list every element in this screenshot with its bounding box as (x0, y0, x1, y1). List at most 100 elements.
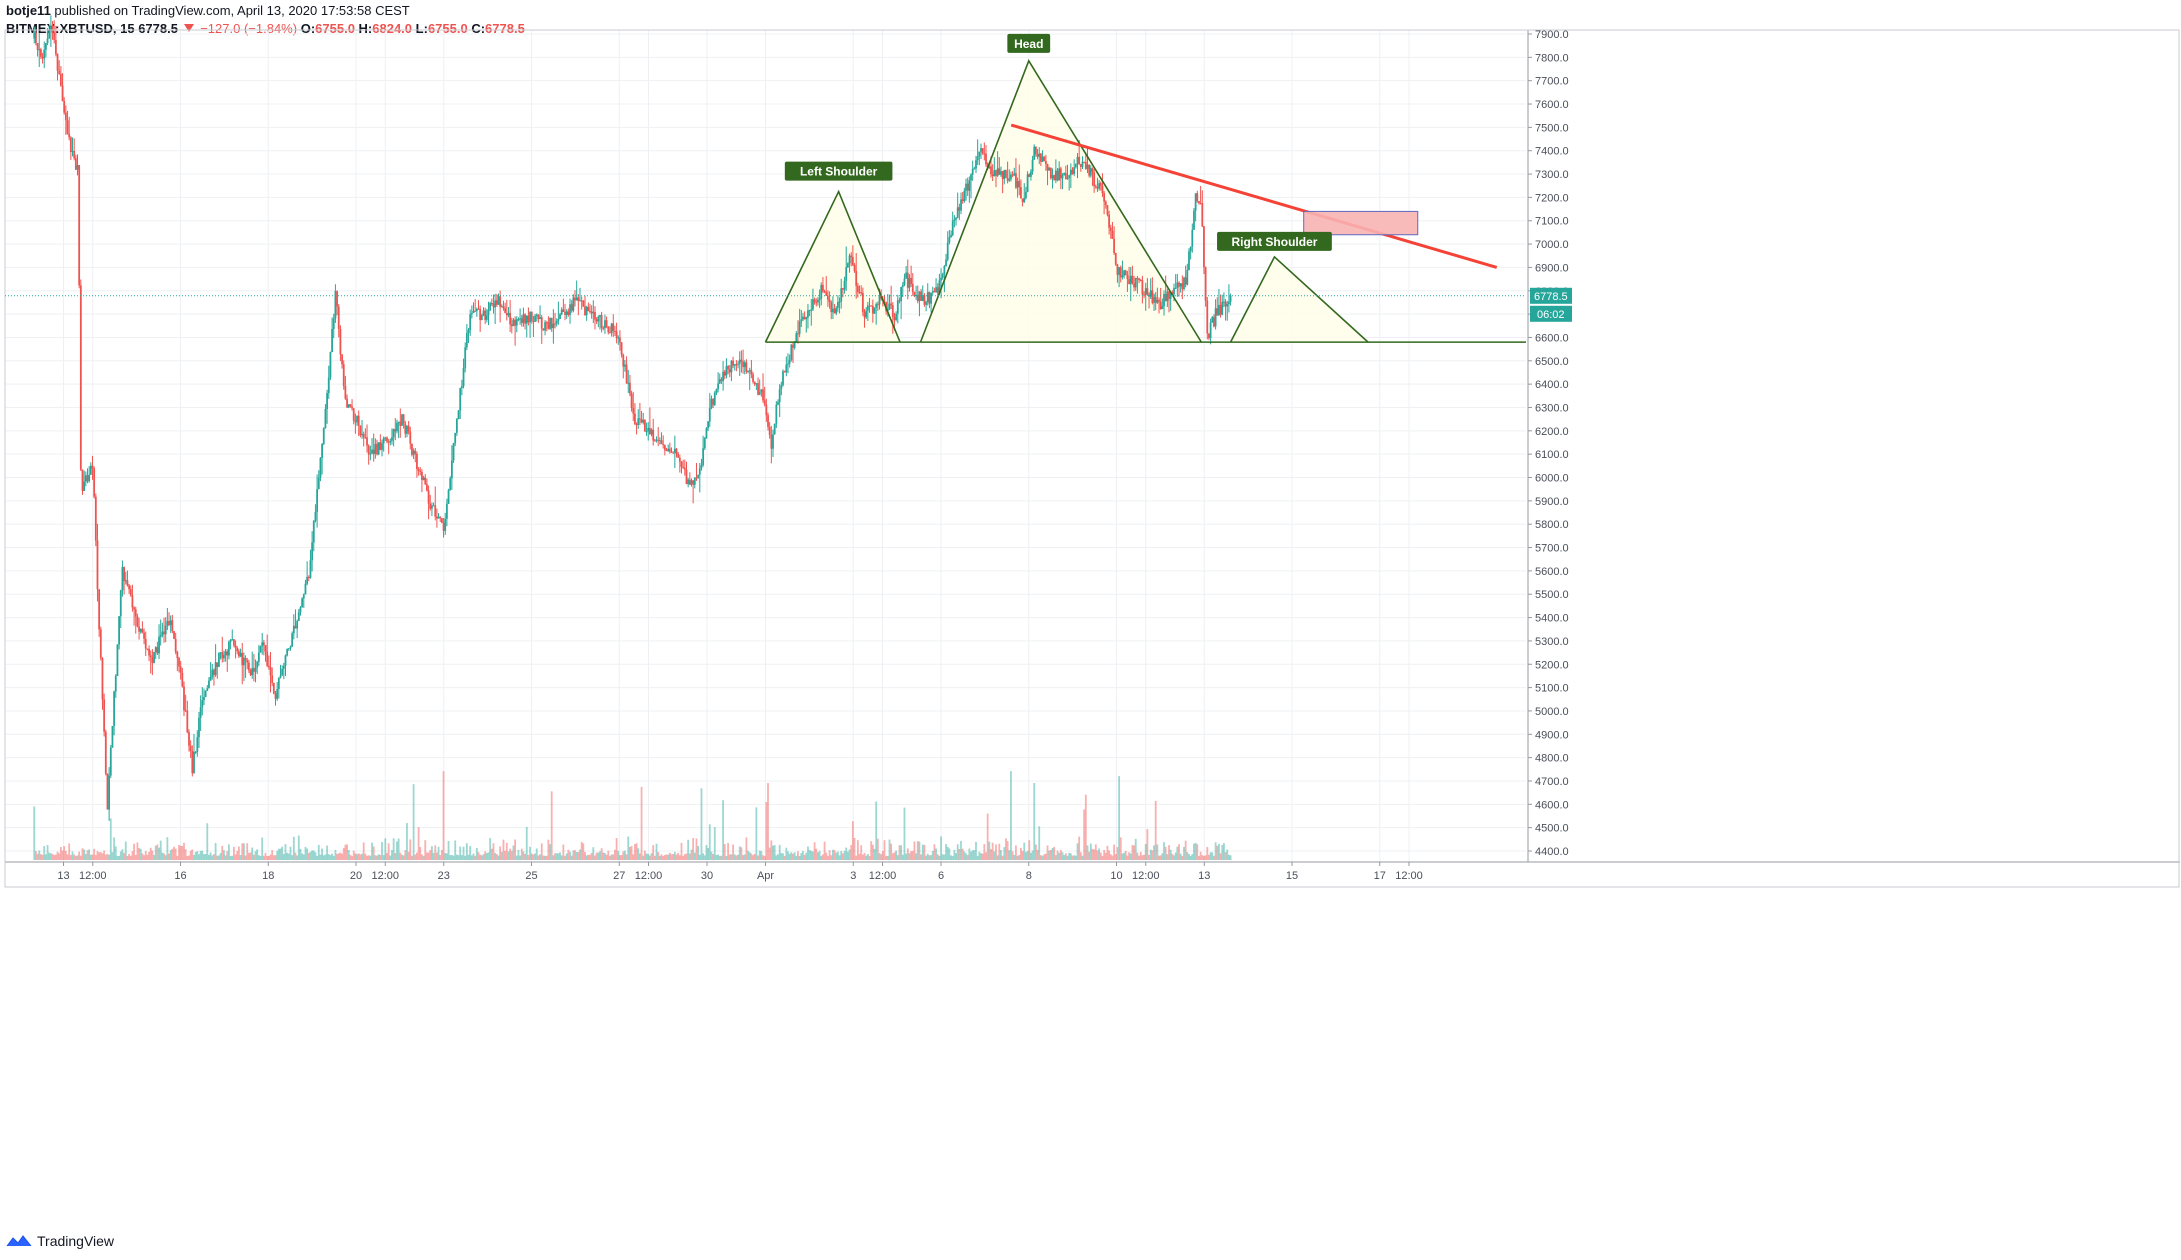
pattern-triangle-fill (765, 191, 901, 343)
candle-body (336, 291, 338, 307)
candle-body (392, 429, 395, 438)
author-name[interactable]: botje11 (6, 3, 51, 18)
candle-body (823, 291, 826, 293)
y-axis-tick-label: 4400.0 (1535, 846, 1569, 858)
candle-body (798, 321, 801, 334)
candle-body (708, 407, 711, 422)
candle-body (735, 364, 738, 366)
volume-bar (1123, 852, 1125, 860)
volume-bar (436, 852, 438, 860)
candle-body (104, 731, 107, 774)
volume-bar (910, 851, 913, 860)
candle-body (951, 220, 954, 236)
volume-bar (946, 846, 949, 860)
candle-body (1136, 278, 1139, 280)
candle-body (116, 644, 119, 676)
candle-body (1143, 294, 1145, 296)
volume-bar (1078, 836, 1081, 860)
volume-bar (604, 853, 606, 860)
candle-body (141, 629, 144, 633)
candle-body (672, 452, 675, 454)
volume-bar (1189, 855, 1192, 860)
candle-body (76, 165, 79, 170)
candle-body (1098, 183, 1101, 189)
candle-body (846, 263, 849, 268)
volume-bar (880, 854, 883, 860)
volume-bar (828, 850, 831, 860)
volume-bar (936, 854, 939, 860)
candle-body (698, 468, 701, 475)
candle-body (1103, 193, 1106, 202)
head-label-text: Head (1014, 37, 1043, 51)
volume-bar (610, 854, 613, 860)
candle-body (357, 415, 360, 426)
candle-body (1183, 277, 1185, 290)
volume-bar (181, 845, 184, 860)
candle-body (818, 298, 821, 300)
candle-body (522, 314, 525, 323)
candle-body (574, 297, 576, 301)
volume-bar (589, 854, 591, 860)
candle-body (168, 621, 170, 626)
candle-body (1066, 177, 1069, 180)
left-shoulder-label[interactable]: Left Shoulder (784, 161, 893, 181)
volume-bar (873, 848, 876, 860)
candle-body (1139, 280, 1142, 282)
volume-bar (599, 851, 601, 860)
candle-body (703, 438, 706, 449)
volume-bar (287, 853, 290, 860)
right-shoulder-label[interactable]: Right Shoulder (1217, 231, 1332, 251)
volume-bar (359, 854, 362, 860)
volume-bar (249, 852, 252, 860)
candle-body (282, 665, 285, 669)
volume-bar (1158, 855, 1160, 860)
volume-bar (580, 842, 583, 860)
candle-body (1033, 146, 1036, 160)
candle-body (88, 474, 91, 482)
candle-body (678, 457, 681, 462)
candle-body (520, 318, 523, 323)
pattern-drawings[interactable]: Left Shoulder Head Right Shoulder (764, 33, 1527, 343)
candle-body (940, 277, 942, 281)
volume-bar (131, 851, 134, 860)
volume-bar (582, 843, 585, 860)
volume-bar (898, 845, 901, 860)
volume-bar (465, 843, 468, 860)
candle-body (394, 429, 397, 432)
volume-bar (184, 849, 187, 860)
candle-body (868, 305, 871, 307)
head-label[interactable]: Head (1007, 33, 1051, 53)
volume-bar (324, 854, 327, 860)
volume-bar (460, 855, 463, 860)
volume-bar (963, 851, 966, 860)
symbol-name[interactable]: BITMEX:XBTUSD, 15 (6, 21, 135, 36)
candle-body (119, 590, 122, 617)
candle-body (945, 259, 947, 266)
volume-bar (1010, 771, 1012, 860)
candle-body (632, 408, 635, 414)
footer-brand-label: TradingView (37, 1233, 115, 1249)
x-axis-tick-label: 16 (174, 870, 186, 882)
candle-body (158, 636, 160, 654)
volume-bar (540, 843, 543, 860)
candle-body (946, 242, 949, 260)
volume-bar (1176, 846, 1179, 860)
volume-bar (863, 852, 866, 860)
volume-bar (612, 854, 615, 860)
candle-body (244, 657, 247, 661)
volume-bar (73, 854, 76, 860)
candle-body (966, 183, 969, 191)
candle-body (1010, 174, 1012, 180)
volume-bar (1068, 852, 1071, 860)
candle-body (96, 540, 99, 590)
candle-body (610, 323, 613, 334)
volume-bar (1104, 852, 1107, 860)
volume-bar (269, 854, 272, 860)
volume-bar (316, 855, 319, 860)
last-price: 6778.5 (138, 21, 178, 36)
volume-bar (276, 850, 279, 860)
volume-bar (514, 839, 517, 860)
candle-body (748, 370, 751, 372)
chart-axes: 4400.04500.04600.04700.04800.04900.05000… (4, 29, 2180, 888)
